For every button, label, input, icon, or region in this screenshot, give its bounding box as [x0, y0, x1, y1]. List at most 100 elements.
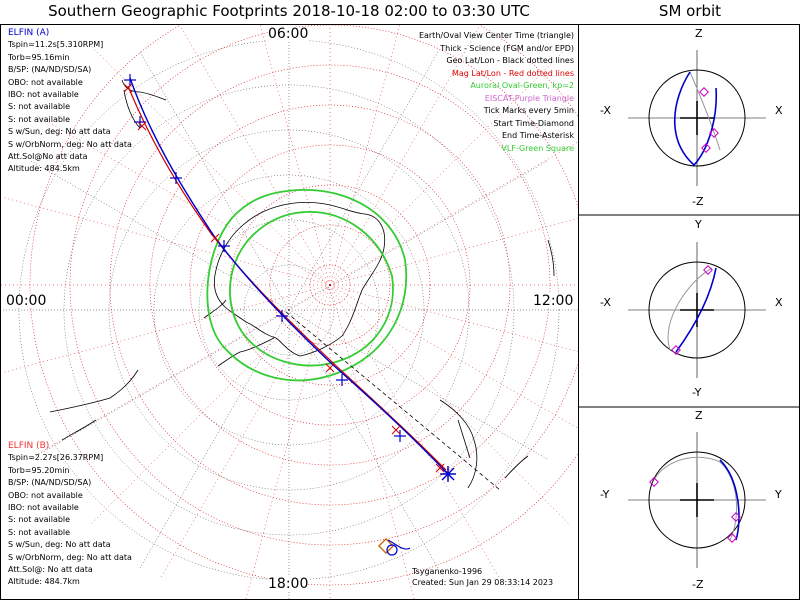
elfin-b-line: Att.Sol@: No att data: [8, 565, 93, 575]
sm3-top-label: Z: [695, 409, 703, 422]
australia-coastline: [439, 239, 555, 489]
tick-marks: [123, 74, 454, 480]
geo-lon-line: [288, 309, 549, 461]
mag-lon-line: [260, 25, 331, 286]
sm-orbit-a: [675, 267, 717, 353]
mlt-label-top: 06:00: [268, 26, 309, 42]
sm-orbit-b: [653, 456, 738, 541]
sm-marker: [703, 265, 713, 275]
map-legend: Earth/Oval View Center Time (triangle) Th…: [419, 30, 574, 155]
legend-entry: Tick Marks every 5min: [483, 106, 574, 115]
geo-lon-line: [288, 50, 440, 311]
geo-lat-lon-grid: [1, 25, 578, 599]
model-name: Tsyganenko-1996: [412, 567, 483, 576]
tick-mark-b: [391, 425, 401, 435]
legend-entry: Earth/Oval View Center Time (triangle): [418, 31, 574, 40]
mlt-label-bottom: 18:00: [268, 576, 309, 592]
elfin-b-line: S w/Sun, deg: No att data: [8, 540, 111, 550]
sm-marker: [709, 128, 719, 138]
sm2-bottom-label: -Y: [692, 386, 702, 399]
mag-lon-line: [329, 218, 578, 286]
elfin-a-line: OBO: not available: [8, 77, 83, 87]
elfin-b-line: Tspin=2.27s[26.37RPM]: [8, 453, 104, 463]
sm-marker: [727, 533, 737, 543]
mag-lon-line: [35, 114, 331, 286]
start-time-diamond: [377, 537, 411, 556]
geo-lon-line: [138, 50, 290, 311]
mag-lon-line: [89, 44, 331, 286]
sm-orbit-a: [674, 71, 718, 167]
mag-lon-line: [329, 25, 400, 286]
geo-lon-line: [138, 309, 290, 570]
africa-coastline: [49, 369, 139, 441]
end-time-asterisk: [440, 466, 456, 482]
geo-lon-line: [288, 159, 549, 311]
auroral-oval: [206, 189, 408, 382]
mag-lon-line: [329, 284, 578, 352]
elfin-a-line: B/SP: (NA/ND/SD/SA): [8, 65, 92, 75]
sm2-right-label: X: [775, 296, 783, 309]
sm1-top-label: Z: [695, 27, 703, 40]
page-title: Southern Geographic Footprints 2018-10-1…: [48, 2, 530, 20]
created-timestamp: Created: Sun Jan 29 08:33:14 2023: [412, 578, 554, 587]
sm-marker: [701, 143, 711, 153]
mlt-label-left: 00:00: [6, 293, 47, 309]
mag-lon-line: [1, 196, 331, 286]
sm1-right-label: X: [775, 104, 783, 117]
geo-lon-line: [29, 309, 290, 461]
geo-lon-line: [288, 309, 440, 570]
sm-orbit-b: [667, 267, 713, 351]
credit-block: Tsyganenko-1996 Created: Sun Jan 29 08:3…: [412, 566, 553, 588]
mag-lon-line: [179, 25, 331, 286]
sm-marker: [731, 512, 741, 522]
mag-lon-line: [329, 25, 481, 286]
sm1-left-label: -X: [600, 104, 611, 117]
mag-lon-line: [329, 141, 578, 286]
elfin-b-line: S: not available: [8, 527, 71, 537]
elfin-b-header: ELFIN (B): [8, 441, 50, 451]
view-direction-line: [285, 311, 501, 491]
legend-entry: Start Time-Diamond: [493, 118, 574, 128]
elfin-a-info: ELFIN (A) Tspin=11.2s[5.310RPM] Torb=95.…: [8, 27, 132, 176]
elfin-b-line: OBO: not available: [8, 490, 83, 500]
elfin-b-track: [127, 85, 447, 471]
legend-entry: VLF-Green Square: [501, 143, 574, 153]
mag-lon-line: [329, 44, 571, 286]
antarctica-coastline: [203, 202, 386, 367]
sm-orbit-plots: [628, 50, 766, 568]
sm-orbit-b: [689, 71, 721, 151]
mag-lon-line: [329, 284, 501, 580]
sm-marker: [671, 345, 681, 355]
sm2-top-label: Y: [695, 218, 702, 231]
mag-lon-line: [329, 284, 571, 526]
elfin-b-info: ELFIN (B) Tspin=2.27s[26.37RPM] Torb=95.…: [8, 440, 132, 589]
elfin-a-line: S: not available: [8, 114, 71, 124]
geo-lon-line: [29, 159, 290, 311]
tick-mark-b: [210, 233, 220, 243]
elfin-a-line: Tspin=11.2s[5.310RPM]: [8, 40, 104, 50]
elfin-a-line: Altitude: 484.5km: [8, 164, 80, 174]
elfin-a-line: S w/Sun, deg: No att data: [8, 127, 111, 137]
elfin-a-header: ELFIN (A): [8, 28, 50, 38]
sm3-bottom-label: -Z: [692, 578, 704, 591]
elfin-b-line: Torb=95.20min: [8, 465, 70, 475]
legend-entry: End Time-Asterisk: [501, 131, 574, 140]
tick-mark-b: [435, 463, 445, 473]
legend-entry: Thick - Science (FGM and/or EPD): [440, 43, 574, 53]
mag-lon-line: [159, 284, 331, 580]
elfin-a-line: S: not available: [8, 102, 71, 112]
elfin-a-line: S w/OrbNorm, deg: No att data: [8, 139, 132, 149]
elfin-a-line: Att.Sol@No att data: [8, 152, 88, 162]
elfin-b-line: IBO: not available: [8, 503, 79, 513]
elfin-b-line: Altitude: 484.7km: [8, 577, 80, 587]
elfin-a-track: [129, 77, 449, 475]
sm3-right-label: Y: [775, 488, 782, 501]
sm-orbit-title: SM orbit: [658, 2, 722, 20]
elfin-b-line: S: not available: [8, 515, 71, 525]
sm3-left-label: -Y: [600, 488, 610, 501]
legend-entry: Geo Lat/Lon - Black dotted lines: [446, 56, 574, 65]
sm1-bottom-label: -Z: [692, 195, 704, 208]
legend-entry: Mag Lat/Lon - Red dotted lines: [451, 68, 574, 78]
tick-mark-b: [325, 363, 335, 373]
